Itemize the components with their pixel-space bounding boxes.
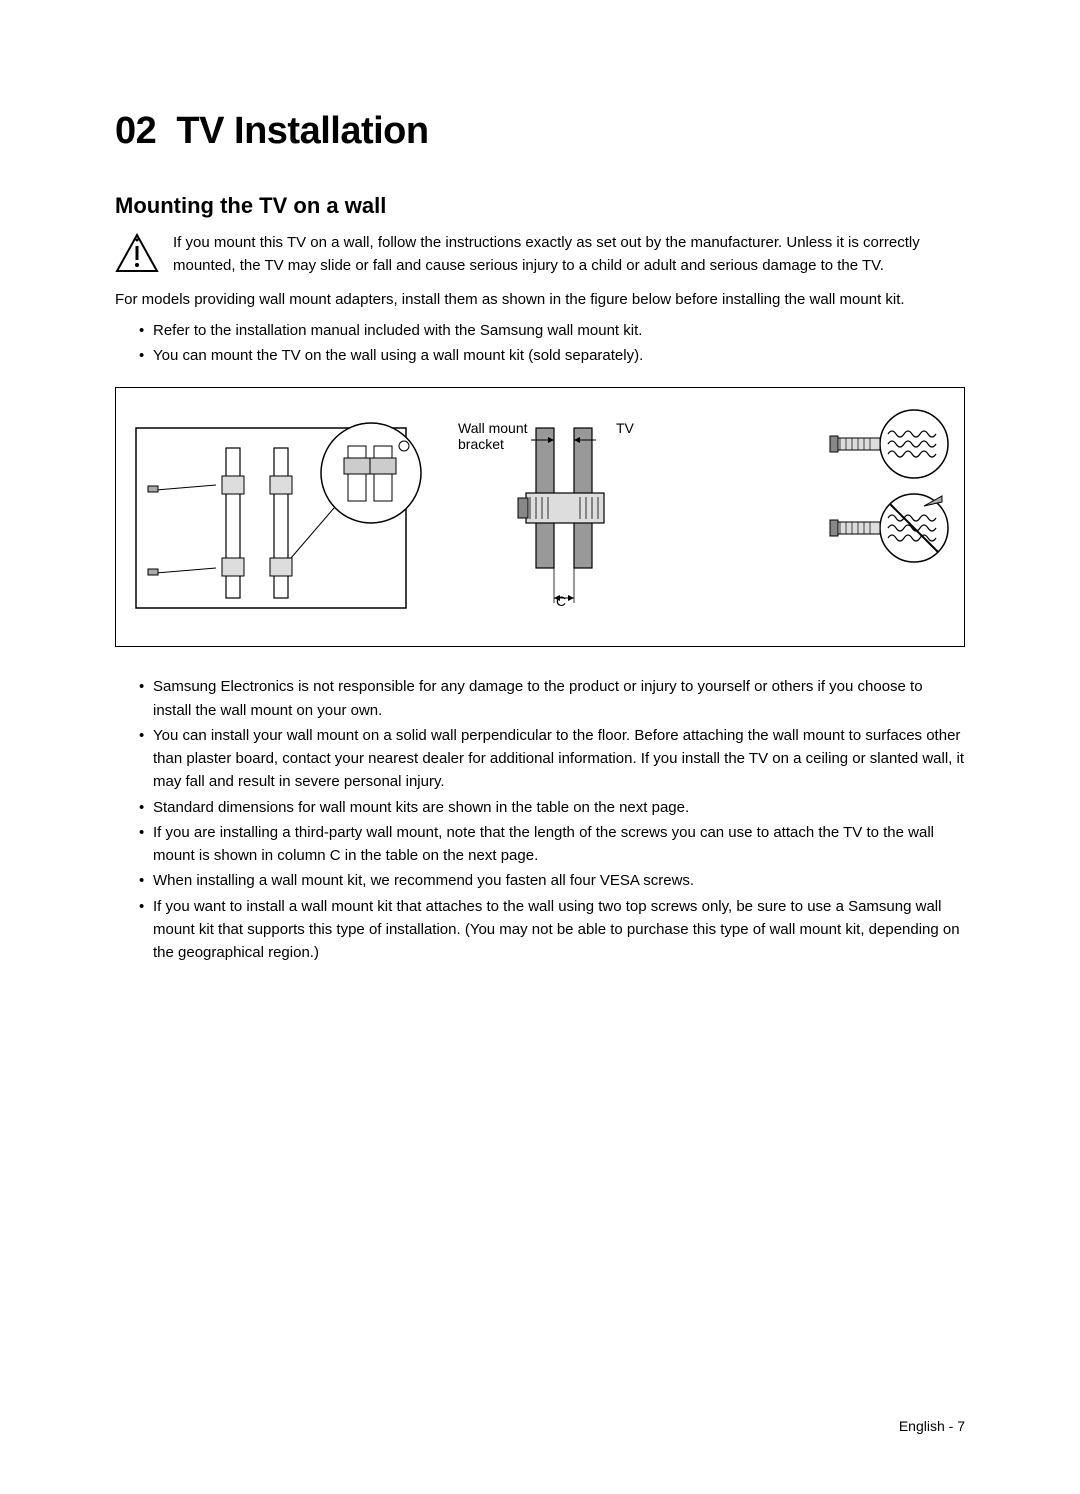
footer-page: 7 [957,1418,965,1434]
intro-text: For models providing wall mount adapters… [115,288,965,311]
warning-text: If you mount this TV on a wall, follow t… [173,231,965,278]
footer-separator: - [945,1418,957,1434]
label-tv: TV [616,420,634,436]
list-item: You can install your wall mount on a sol… [139,724,965,794]
chapter-text: TV Installation [176,110,428,152]
list-item: Standard dimensions for wall mount kits … [139,796,965,819]
chapter-title: 02 TV Installation [115,110,965,153]
bullet-list-bottom: Samsung Electronics is not responsible f… [115,675,965,964]
list-item: If you want to install a wall mount kit … [139,895,965,965]
list-item: You can mount the TV on the wall using a… [139,344,965,367]
footer-language: English [899,1418,945,1434]
warning-block: If you mount this TV on a wall, follow t… [115,231,965,278]
chapter-number: 02 [115,110,156,152]
label-c: C [556,593,566,609]
section-title: Mounting the TV on a wall [115,193,965,219]
list-item: Refer to the installation manual include… [139,319,965,342]
page-footer: English - 7 [899,1418,965,1434]
diagram-tv-panel [126,398,446,638]
list-item: Samsung Electronics is not responsible f… [139,675,965,722]
bullet-list-top: Refer to the installation manual include… [115,319,965,368]
label-wall-mount-bracket: Wall mount bracket [458,420,543,452]
diagram-screw-types [824,398,954,638]
list-item: When installing a wall mount kit, we rec… [139,869,965,892]
installation-diagram: Wall mount bracket TV C [115,387,965,647]
warning-icon [115,233,159,273]
list-item: If you are installing a third-party wall… [139,821,965,868]
